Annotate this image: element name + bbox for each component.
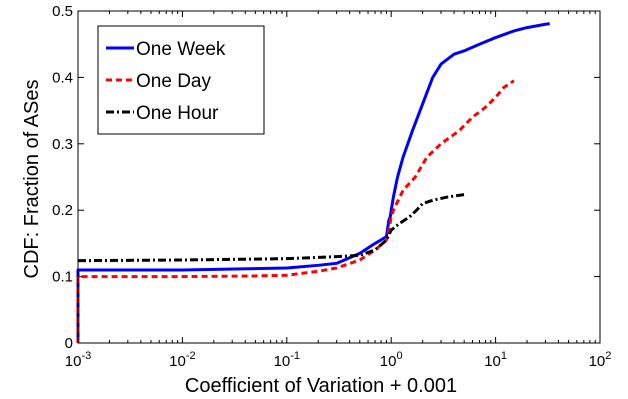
x-tick-label: 100 (380, 350, 403, 370)
series-line-0 (76, 22, 550, 343)
y-axis-title: CDF: Fraction of ASes (21, 80, 43, 279)
x-axis-title: Coefficient of Variation + 0.001 (185, 375, 457, 397)
legend-box (97, 25, 265, 135)
y-tick-label: 0.1 (52, 269, 73, 286)
y-tick-labels: 0 0.1 0.2 0.3 0.4 0.5 (52, 3, 73, 352)
legend-label-0: One Week (136, 39, 226, 60)
series-line-1 (76, 79, 515, 343)
series-lines (76, 22, 550, 343)
y-tick-label: 0 (65, 335, 73, 352)
legend: One Week One Day One Hour (97, 25, 265, 135)
y-tick-label: 0.3 (52, 136, 73, 153)
y-tick-label: 0.2 (52, 202, 73, 219)
x-tick-label: 102 (589, 350, 612, 370)
x-tick-label: 10-3 (65, 350, 91, 370)
x-tick-label: 10-1 (274, 350, 300, 370)
series-line-2 (77, 192, 468, 263)
y-tick-label: 0.4 (52, 69, 73, 86)
legend-label-2: One Hour (136, 103, 219, 124)
x-tick-label: 101 (484, 350, 507, 370)
plot-frame (77, 10, 601, 344)
y-tick-label: 0.5 (52, 3, 73, 20)
x-tick-label: 10-2 (169, 350, 195, 370)
x-tick-labels: 10-3 10-2 10-1 100 101 102 (65, 350, 612, 370)
legend-label-1: One Day (136, 71, 211, 92)
